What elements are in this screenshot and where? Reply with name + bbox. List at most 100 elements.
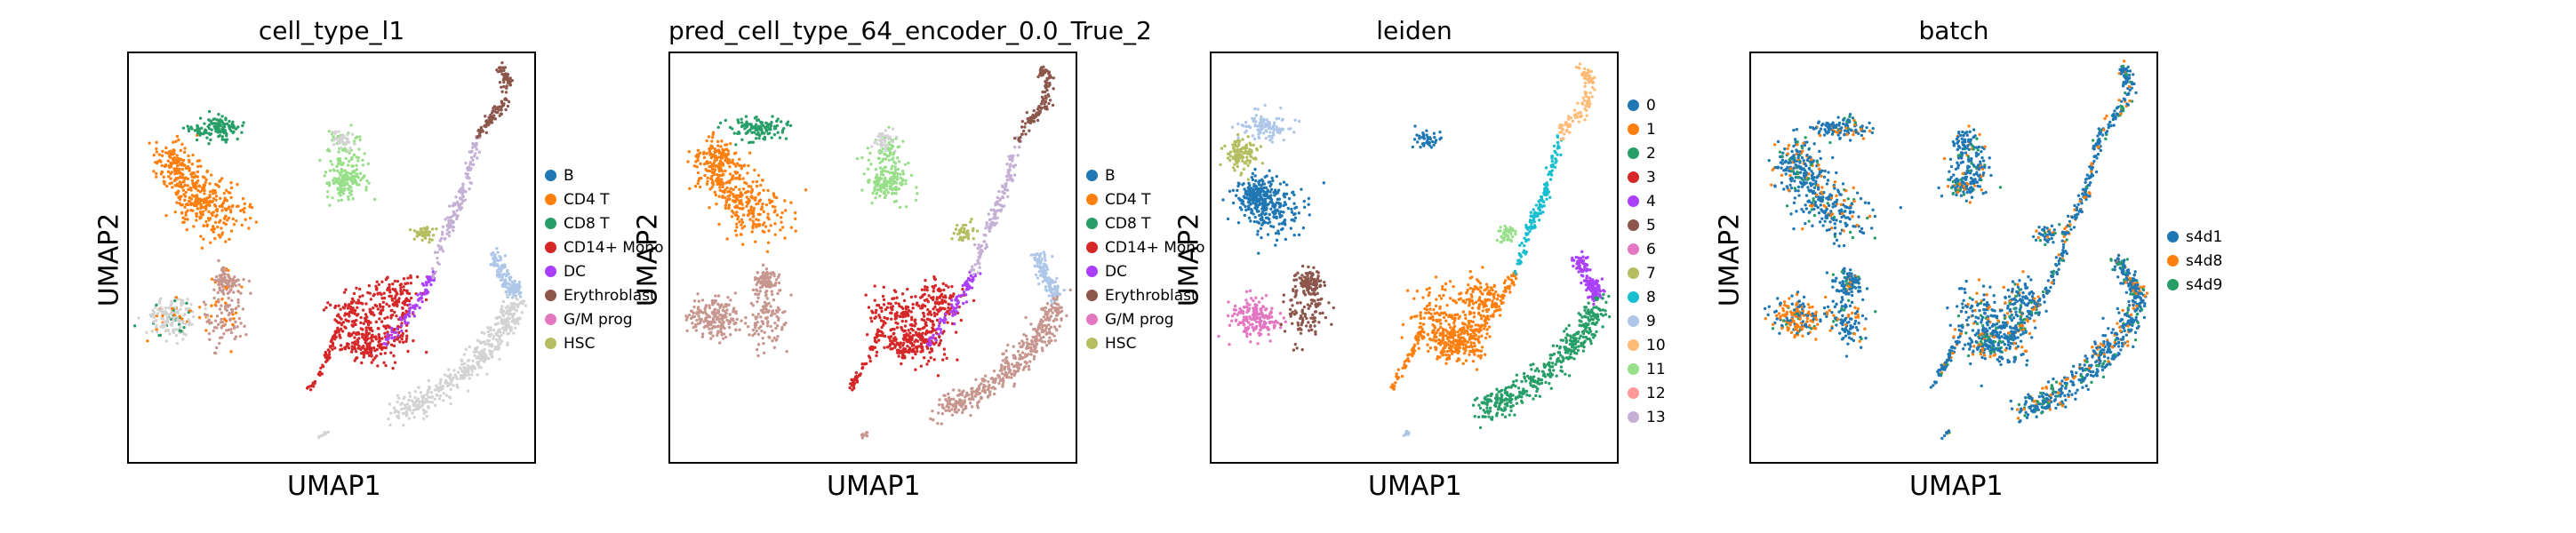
scatter-point [743, 322, 748, 325]
scatter-point [757, 136, 761, 140]
scatter-point [455, 383, 459, 387]
scatter-point [762, 210, 765, 214]
scatter-point [319, 434, 323, 438]
scatter-point [181, 216, 185, 219]
scatter-point [689, 316, 693, 321]
scatter-point [860, 155, 864, 160]
scatter-point [903, 163, 908, 166]
scatter-point [700, 332, 705, 336]
legend-item: CD14+ Mono [545, 235, 663, 259]
scatter-point [355, 163, 358, 167]
scatter-point [324, 360, 328, 363]
scatter-point [445, 374, 450, 378]
scatter-point [924, 321, 928, 324]
scatter-point [333, 346, 337, 350]
scatter-point [445, 228, 449, 232]
scatter-point [772, 194, 776, 197]
scatter-point [186, 164, 190, 169]
scatter-point [367, 331, 372, 336]
scatter-point [743, 191, 748, 195]
scatter-point [394, 294, 397, 298]
scatter-point [1032, 108, 1036, 113]
scatter-point [696, 292, 700, 296]
scatter-point [467, 358, 471, 362]
y-axis-label: UMAP2 [93, 212, 125, 307]
scatter-point [233, 337, 236, 341]
scatter-point [892, 153, 895, 156]
scatter-point [866, 167, 870, 171]
scatter-point [350, 345, 354, 348]
scatter-point [467, 373, 471, 377]
scatter-point [156, 312, 160, 315]
scatter-point [353, 142, 356, 146]
scatter-point [932, 311, 936, 315]
scatter-point [1033, 257, 1036, 260]
scatter-point [966, 229, 970, 233]
scatter-point [168, 332, 172, 336]
scatter-point [916, 339, 920, 343]
scatter-point [234, 311, 238, 314]
scatter-point [349, 189, 354, 193]
scatter-point [509, 301, 513, 306]
scatter-point [353, 312, 356, 315]
scatter-point [749, 301, 754, 306]
scatter-point [346, 163, 350, 167]
scatter-point [884, 148, 887, 153]
scatter-point [685, 329, 689, 333]
scatter-point [164, 151, 168, 155]
scatter-point [224, 285, 228, 290]
scatter-point [710, 186, 714, 189]
scatter-point [944, 283, 948, 287]
scatter-point [220, 177, 224, 180]
scatter-point [235, 219, 238, 223]
scatter-point [352, 177, 356, 180]
scatter-point [170, 323, 174, 327]
scatter-point [331, 163, 334, 166]
scatter-point [495, 273, 500, 277]
scatter-point [244, 332, 248, 337]
scatter-point [198, 116, 203, 120]
scatter-point [377, 327, 380, 330]
scatter-point [363, 152, 366, 155]
scatter-point [725, 237, 729, 241]
scatter-point [490, 332, 493, 336]
scatter-point [878, 166, 883, 170]
scatter-point [767, 301, 771, 306]
scatter-point [1039, 102, 1044, 106]
scatter-point [417, 402, 420, 407]
scatter-point [1012, 164, 1015, 168]
scatter-point [436, 256, 439, 260]
scatter-point [848, 386, 852, 390]
scatter-point [217, 300, 220, 304]
scatter-point [766, 216, 770, 219]
scatter-point [247, 227, 251, 230]
scatter-point [969, 274, 972, 278]
scatter-point [234, 306, 238, 311]
scatter-point [363, 174, 366, 178]
scatter-point [938, 320, 942, 324]
scatter-point [967, 284, 972, 288]
scatter-point [152, 310, 156, 314]
scatter-point [687, 150, 691, 154]
scatter-point [758, 286, 763, 290]
scatter-point [937, 327, 940, 330]
scatter-point [985, 245, 988, 249]
scatter-point [774, 278, 779, 282]
scatter-point [254, 220, 259, 224]
scatter-point [420, 231, 424, 235]
scatter-point [756, 128, 759, 132]
scatter-point [912, 347, 916, 351]
scatter-point [744, 315, 748, 320]
scatter-point [748, 200, 751, 203]
scatter-point [878, 194, 882, 198]
scatter-point [225, 219, 229, 222]
scatter-point [166, 329, 171, 333]
scatter-point [364, 302, 368, 306]
scatter-point [494, 107, 499, 111]
scatter-point [948, 294, 953, 298]
scatter-point [932, 314, 937, 318]
scatter-point [441, 233, 444, 236]
scatter-point [892, 156, 895, 160]
scatter-point [191, 153, 195, 157]
scatter-point [183, 198, 187, 203]
